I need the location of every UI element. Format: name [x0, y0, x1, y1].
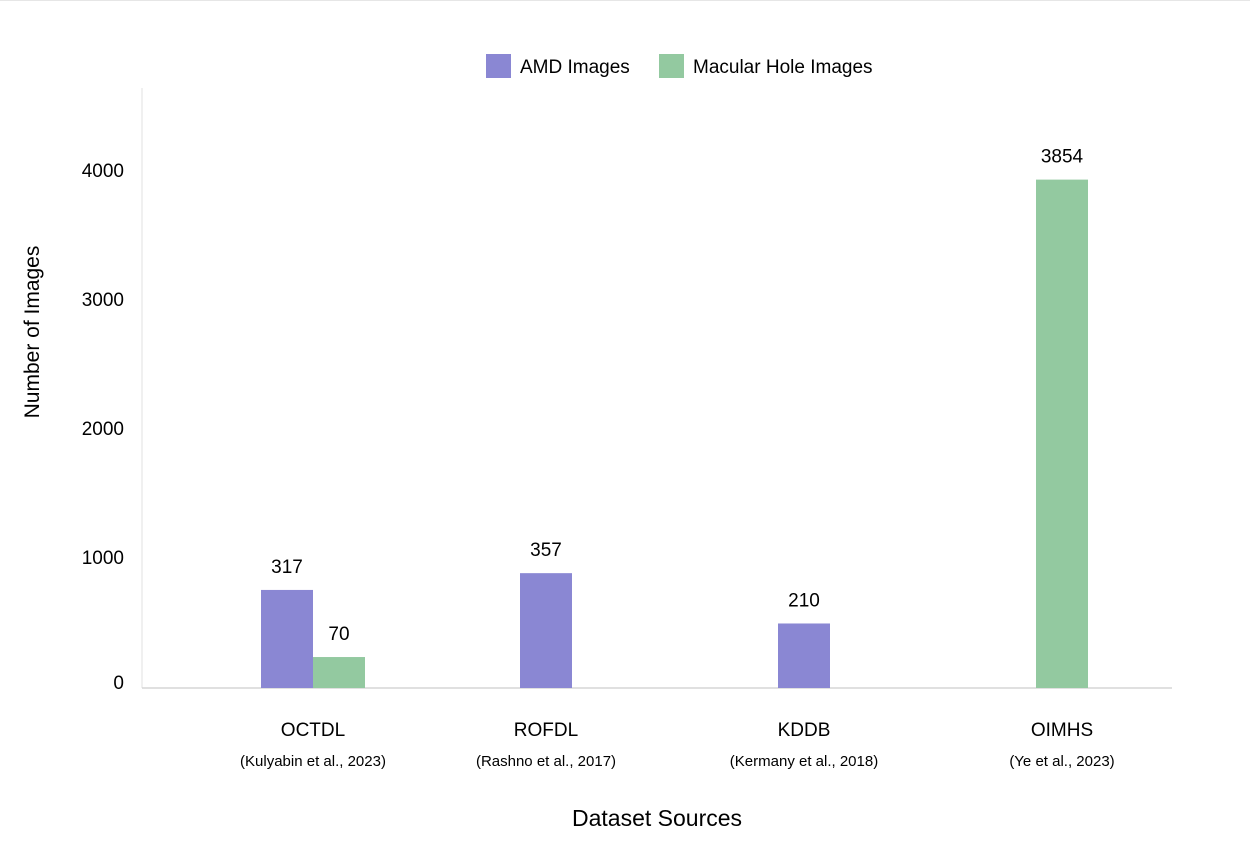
y-tick-label: 0: [113, 673, 124, 694]
y-tick-label: 4000: [82, 161, 124, 182]
x-tick-citation: (Ye et al., 2023): [1009, 753, 1114, 770]
y-tick-label: 2000: [82, 419, 124, 440]
data-label: 70: [328, 624, 349, 645]
top-border: [0, 0, 1250, 1]
x-tick-label: ROFDL: [514, 720, 578, 741]
y-tick-labels: 0 1000 2000 3000 4000: [82, 161, 124, 694]
x-tick-labels: OCTDL (Kulyabin et al., 2023) ROFDL (Rashno…: [240, 720, 1115, 770]
bar-octdl-amd-images: [261, 589, 313, 688]
data-label: 357: [530, 540, 562, 561]
data-label: 3854: [1041, 147, 1084, 168]
legend-label: Macular Hole Images: [693, 57, 873, 78]
x-axis-label: Dataset Sources: [572, 805, 742, 831]
bar-rofdl-amd-images: [520, 573, 572, 688]
data-label: 317: [271, 557, 303, 578]
legend-label: AMD Images: [520, 57, 630, 78]
data-label: 210: [788, 590, 820, 611]
x-tick-citation: (Rashno et al., 2017): [476, 753, 616, 770]
legend-swatch: [659, 54, 684, 78]
bar-kddb-amd-images: [778, 623, 830, 688]
x-tick-citation: (Kermany et al., 2018): [730, 753, 878, 770]
y-axis-label: Number of Images: [21, 246, 44, 419]
x-tick-label: OCTDL: [281, 720, 345, 741]
legend-swatch: [486, 54, 511, 78]
x-tick-label: KDDB: [778, 720, 831, 741]
x-tick-label: OIMHS: [1031, 720, 1093, 741]
bar-octdl-macular-hole-images: [313, 657, 365, 688]
y-tick-label: 1000: [82, 548, 124, 569]
x-tick-citation: (Kulyabin et al., 2023): [240, 753, 386, 770]
bars: [261, 179, 1088, 688]
legend: AMD Images Macular Hole Images: [486, 54, 873, 78]
y-tick-label: 3000: [82, 290, 124, 311]
bar-oimhs-macular-hole-images: [1036, 179, 1088, 688]
data-labels: 317 70 357 210 3854: [271, 147, 1083, 645]
